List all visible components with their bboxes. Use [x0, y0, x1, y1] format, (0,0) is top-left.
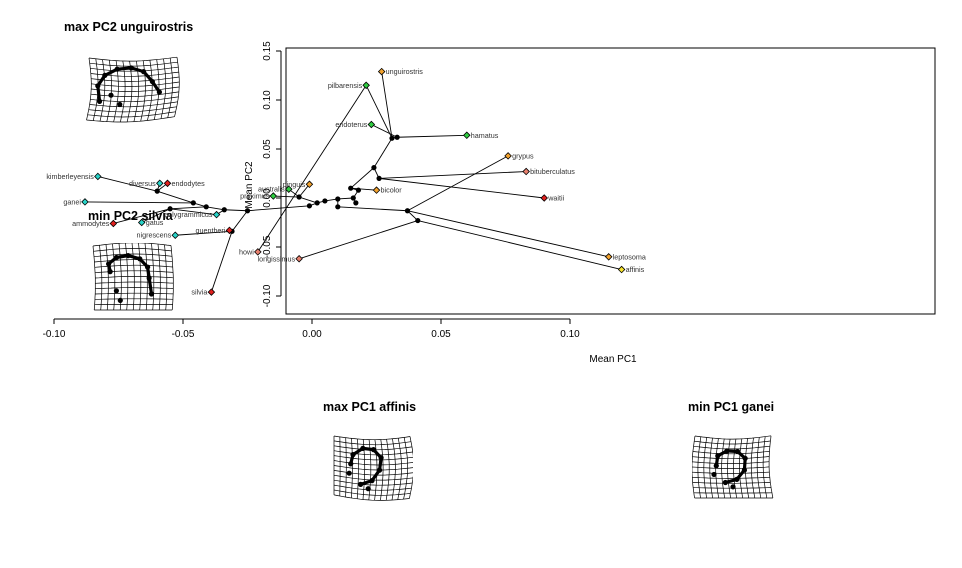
- internal-node: [351, 195, 356, 200]
- species-label-affinis: affinis: [626, 265, 645, 274]
- tree-edge: [232, 211, 247, 232]
- x-tick-label: -0.10: [43, 329, 66, 340]
- species-point-silvia: [208, 289, 214, 295]
- species-label-pilbarensis: pilbarensis: [328, 81, 363, 90]
- species-point-ammodytes: [110, 220, 116, 226]
- species-point-gatus: [139, 219, 145, 225]
- tree-edge: [157, 191, 193, 203]
- tree-edge: [299, 221, 418, 259]
- internal-node: [348, 186, 353, 191]
- y-tick-label: 0.10: [262, 90, 273, 110]
- tree-edge: [258, 85, 366, 252]
- tree-edge: [338, 207, 408, 211]
- species-points: unguirostris pilbarensis hamatus endoterus g…: [46, 67, 646, 296]
- tree-edge: [85, 202, 193, 203]
- species-label-bicolor: bicolor: [381, 186, 403, 195]
- internal-node: [191, 200, 196, 205]
- tree-edge: [397, 135, 467, 137]
- y-tick-label: -0.10: [262, 284, 273, 307]
- species-point-waitii: [541, 195, 547, 201]
- species-label-bituberculatus: bituberculatus: [530, 167, 575, 176]
- species-point-unguirostris: [378, 68, 384, 74]
- tree-edge: [299, 197, 317, 203]
- tree-edge: [211, 231, 232, 292]
- species-point-pilbarensis: [363, 82, 369, 88]
- tree-edge: [170, 207, 206, 209]
- internal-node: [353, 200, 358, 205]
- species-label-gatus: gatus: [146, 218, 164, 227]
- internal-node: [405, 208, 410, 213]
- species-point-ganei: [82, 199, 88, 205]
- species-label-pinguis: pinguis: [283, 180, 306, 189]
- species-point-grypus: [505, 153, 511, 159]
- species-label-hamatus: hamatus: [471, 131, 499, 140]
- internal-node: [297, 194, 302, 199]
- species-label-howi: howi: [239, 247, 254, 256]
- species-point-leptosoma: [606, 254, 612, 260]
- tree-edge: [371, 125, 397, 138]
- y-tick-label: 0.00: [262, 188, 273, 208]
- internal-node: [335, 204, 340, 209]
- species-label-kimberleyensis: kimberleyensis: [46, 172, 94, 181]
- internal-node: [356, 188, 361, 193]
- tree-edge: [248, 206, 310, 211]
- internal-node: [322, 198, 327, 203]
- species-point-longissimus: [296, 256, 302, 262]
- species-point-polygrammicus: [213, 211, 219, 217]
- y-tick-label: 0.05: [262, 139, 273, 159]
- species-label-waitii: waitii: [547, 194, 564, 203]
- internal-node: [222, 207, 227, 212]
- internal-node: [376, 176, 381, 181]
- internal-node: [335, 196, 340, 201]
- species-label-polygrammicus: polygrammicus: [164, 210, 213, 219]
- species-label-endodytes: endodytes: [172, 179, 206, 188]
- species-label-ganei: ganei: [63, 197, 81, 206]
- y-axis: -0.10 -0.05 0.00 0.05 0.10 0.15: [262, 41, 281, 308]
- x-tick-label: 0.05: [431, 329, 451, 340]
- x-tick-label: -0.05: [172, 329, 195, 340]
- species-point-bicolor: [373, 187, 379, 193]
- x-tick-label: 0.00: [302, 329, 322, 340]
- tree-edge: [351, 168, 374, 189]
- species-label-grypus: grypus: [512, 151, 534, 160]
- species-label-silvia: silvia: [191, 288, 207, 297]
- species-point-endoterus: [368, 121, 374, 127]
- species-label-leptosoma: leptosoma: [613, 252, 646, 261]
- internal-node: [204, 204, 209, 209]
- species-label-endoterus: endoterus: [335, 120, 367, 129]
- tree-edge: [224, 210, 247, 211]
- x-axis: -0.10 -0.05 0.00 0.05 0.10: [43, 319, 581, 340]
- plot-frame: [286, 48, 935, 314]
- species-label-ammodytes: ammodytes: [72, 219, 110, 228]
- species-label-guentheri: guentheri: [195, 226, 225, 235]
- tree-edge: [374, 138, 392, 167]
- y-axis-label: Mean PC2: [244, 161, 255, 209]
- species-point-kimberleyensis: [95, 173, 101, 179]
- species-label-nigrescens: nigrescens: [136, 231, 171, 240]
- species-point-nigrescens: [172, 232, 178, 238]
- species-label-diversus: diversus: [129, 179, 156, 188]
- y-tick-label: 0.15: [262, 41, 273, 61]
- species-point-affinis: [618, 266, 624, 272]
- species-label-unguirostris: unguirostris: [386, 67, 424, 76]
- internal-node: [415, 218, 420, 223]
- x-tick-label: 0.10: [560, 329, 580, 340]
- species-point-bituberculatus: [523, 168, 529, 174]
- internal-node: [155, 189, 160, 194]
- internal-node: [389, 136, 394, 141]
- tree-edge: [273, 196, 299, 197]
- species-point-diversus: [157, 180, 163, 186]
- x-axis-label: Mean PC1: [589, 354, 637, 365]
- tree-edge: [407, 211, 608, 257]
- internal-node: [395, 135, 400, 140]
- tree-edge: [418, 221, 622, 270]
- internal-node: [307, 203, 312, 208]
- internal-node: [371, 165, 376, 170]
- internal-node: [315, 200, 320, 205]
- species-point-hamatus: [464, 132, 470, 138]
- tree-edge: [379, 172, 526, 179]
- y-tick-label: -0.05: [262, 235, 273, 258]
